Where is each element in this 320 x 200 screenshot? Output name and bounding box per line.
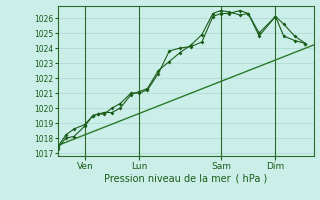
X-axis label: Pression niveau de la mer ( hPa ): Pression niveau de la mer ( hPa )	[104, 173, 267, 183]
